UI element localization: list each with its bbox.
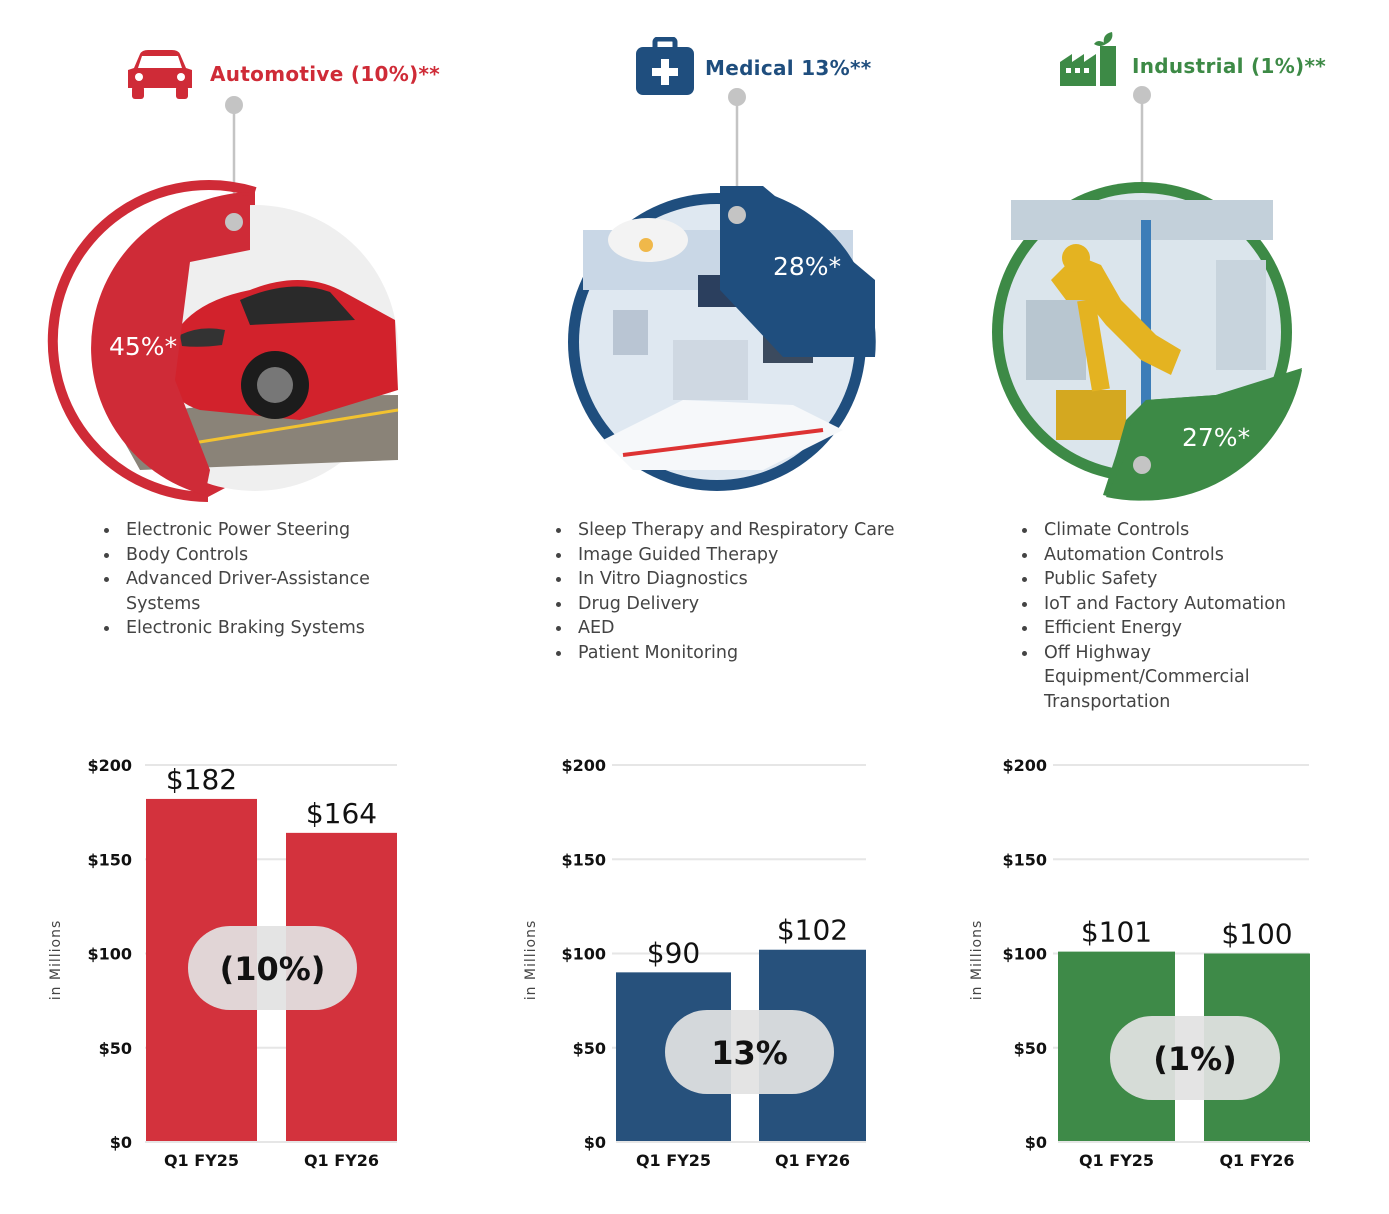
data-label: $164 (306, 797, 377, 830)
share-label: 27%* (1182, 423, 1251, 452)
medical-graphics (568, 88, 876, 491)
connector-dot (225, 96, 243, 114)
list-item: Image Guided Therapy (554, 543, 904, 568)
data-label: $101 (1081, 916, 1152, 949)
x-tick-label: Q1 FY26 (775, 1151, 850, 1170)
y-tick-label: $50 (573, 1039, 606, 1058)
y-tick-label: $150 (87, 850, 132, 869)
y-axis-label: in Millions (48, 920, 64, 1001)
list-item: IoT and Factory Automation (1020, 592, 1320, 617)
y-axis-label: in Millions (523, 920, 539, 1001)
segment-title: Automotive (10%)** (210, 62, 441, 86)
y-tick-label: $100 (561, 945, 606, 964)
y-axis-label: in Millions (969, 920, 985, 1001)
y-tick-label: $100 (87, 945, 132, 964)
x-tick-label: Q1 FY25 (1079, 1151, 1154, 1170)
list-item: Electronic Power Steering (102, 518, 402, 543)
connector-dot (1133, 86, 1151, 104)
change-pill (188, 926, 357, 1010)
x-tick-label: Q1 FY25 (164, 1151, 239, 1170)
change-label: (1%) (1153, 1040, 1237, 1078)
y-tick-label: $200 (561, 756, 606, 775)
data-label: $90 (647, 936, 700, 969)
y-tick-label: $50 (1014, 1039, 1047, 1058)
segment-title: Industrial (1%)** (1132, 54, 1326, 78)
list-item: Advanced Driver-Assistance Systems (102, 567, 402, 616)
automotive-revenue-chart: $0 $50 $100 $150 $200 in Millions Q1 FY25 Q1 FY… (48, 756, 397, 1170)
list-item: In Vitro Diagnostics (554, 567, 904, 592)
list-item: Drug Delivery (554, 592, 904, 617)
list-item: AED (554, 616, 904, 641)
change-pill (665, 1010, 834, 1094)
list-item: Climate Controls (1020, 518, 1320, 543)
list-item: Sleep Therapy and Respiratory Care (554, 518, 904, 543)
x-tick-label: Q1 FY25 (636, 1151, 711, 1170)
share-ring (47, 180, 257, 502)
medical-revenue-chart: $0 $50 $100 $150 $200 in Millions Q1 FY25 Q1 FY… (523, 756, 866, 1170)
data-label: $102 (777, 914, 848, 947)
connector-dot (728, 88, 746, 106)
y-tick-label: $150 (1002, 850, 1047, 869)
y-tick-label: $50 (99, 1039, 132, 1058)
change-label: (10%) (220, 950, 326, 988)
automotive-graphics (47, 96, 399, 502)
y-tick-label: $100 (1002, 945, 1047, 964)
list-item: Automation Controls (1020, 543, 1320, 568)
x-tick-label: Q1 FY26 (1219, 1151, 1294, 1170)
list-item: Efficient Energy (1020, 616, 1320, 641)
y-tick-label: $200 (87, 756, 132, 775)
application-list: Climate Controls Automation Controls Pub… (1020, 518, 1320, 714)
segment-title: Medical 13%** (705, 56, 872, 80)
list-item: Off Highway Equipment/Commercial Transpo… (1020, 641, 1320, 715)
data-label: $182 (166, 763, 237, 796)
list-item: Body Controls (102, 543, 402, 568)
data-label: $100 (1221, 918, 1292, 951)
share-label: 28%* (773, 252, 842, 281)
application-list: Sleep Therapy and Respiratory Care Image… (554, 518, 904, 665)
x-tick-label: Q1 FY26 (304, 1151, 379, 1170)
industrial-panel: Industrial (1%)** 27%* Climate Controls … (926, 0, 1389, 1214)
automotive-panel: Automotive (10%)** 45%* Electronic Power… (0, 0, 463, 1214)
industrial-revenue-chart: $0 $50 $100 $150 $200 in Millions Q1 FY25 Q1 FY… (969, 756, 1310, 1170)
change-label: 13% (711, 1034, 788, 1072)
change-pill (1110, 1016, 1280, 1100)
y-tick-label: $0 (1025, 1133, 1047, 1152)
share-wedge (91, 195, 250, 495)
y-tick-label: $0 (110, 1133, 132, 1152)
list-item: Electronic Braking Systems (102, 616, 402, 641)
medical-panel: Medical 13%** 28%* Sleep Therapy and Res… (463, 0, 926, 1214)
application-list: Electronic Power Steering Body Controls … (102, 518, 402, 641)
y-tick-label: $0 (584, 1133, 606, 1152)
share-label: 45%* (109, 332, 178, 361)
y-tick-label: $200 (1002, 756, 1047, 775)
list-item: Public Safety (1020, 567, 1320, 592)
industrial-graphics (992, 86, 1302, 501)
list-item: Patient Monitoring (554, 641, 904, 666)
y-tick-label: $150 (561, 850, 606, 869)
